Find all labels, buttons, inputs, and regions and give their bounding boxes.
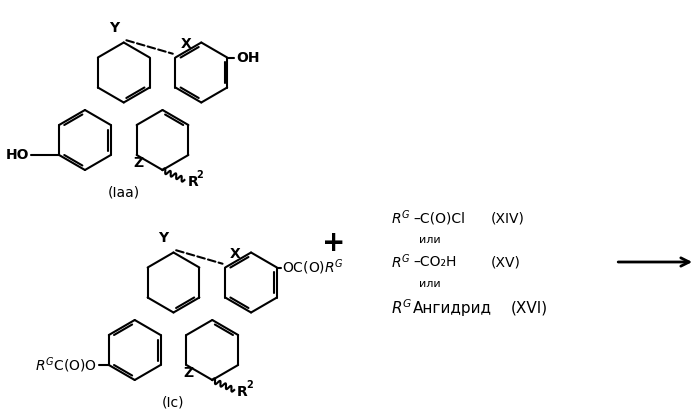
Text: или: или [419,235,441,245]
Text: HO: HO [6,148,29,162]
Text: (Iaa): (Iaa) [108,185,140,199]
Text: (Ic): (Ic) [162,395,185,409]
Text: OC(O)$R^G$: OC(O)$R^G$ [282,258,344,277]
Text: Y: Y [158,232,169,245]
Text: $R^G$: $R^G$ [391,298,413,317]
Text: $R^G$: $R^G$ [391,209,411,227]
Text: $R^G$: $R^G$ [391,253,411,271]
Text: Z: Z [183,366,193,380]
Text: $R^G$C(O)O: $R^G$C(O)O [35,355,97,375]
Text: –CO₂H: –CO₂H [414,255,456,269]
Text: 2: 2 [246,380,253,390]
Text: (XVI): (XVI) [511,301,548,316]
Text: R: R [188,175,198,189]
Text: OH: OH [236,51,260,64]
Text: или: или [419,279,441,289]
Text: X: X [181,36,191,51]
Text: –C(O)Cl: –C(O)Cl [414,211,466,225]
Text: Y: Y [108,21,119,36]
Text: (XIV): (XIV) [491,211,525,225]
Text: X: X [230,247,241,260]
Text: +: + [322,229,345,257]
Text: R: R [237,385,248,399]
Text: 2: 2 [197,170,203,180]
Text: Ангидрид: Ангидрид [414,301,492,316]
Text: Z: Z [134,156,143,170]
Text: (XV): (XV) [491,255,521,269]
